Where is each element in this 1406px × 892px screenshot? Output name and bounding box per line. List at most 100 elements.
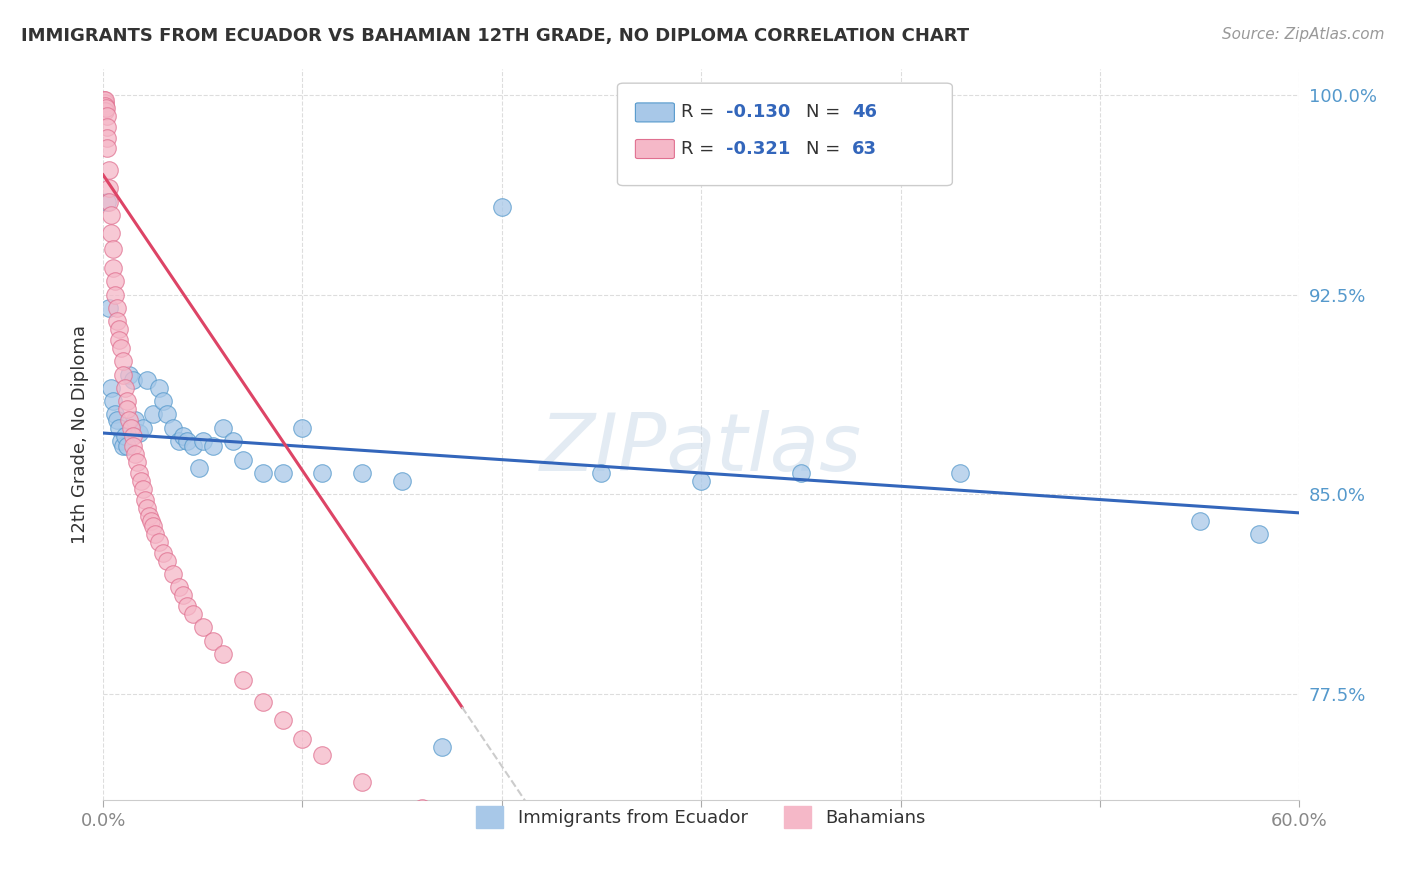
Point xyxy=(118,413,141,427)
Y-axis label: 12th Grade, No Diploma: 12th Grade, No Diploma xyxy=(72,325,89,544)
Point xyxy=(232,452,254,467)
Point xyxy=(252,695,274,709)
Point xyxy=(949,466,972,480)
Point xyxy=(101,394,124,409)
Point xyxy=(94,99,117,113)
Point xyxy=(108,333,131,347)
Point xyxy=(105,301,128,315)
Point xyxy=(172,428,194,442)
Point xyxy=(124,413,146,427)
Point xyxy=(112,439,135,453)
Point xyxy=(122,428,145,442)
Point xyxy=(167,580,190,594)
Point xyxy=(591,466,613,480)
Point xyxy=(122,373,145,387)
Point xyxy=(118,368,141,382)
Point xyxy=(110,434,132,448)
Point xyxy=(430,739,453,754)
Point xyxy=(411,801,433,815)
Point xyxy=(132,482,155,496)
Point xyxy=(122,439,145,453)
Point xyxy=(100,227,122,241)
Point xyxy=(211,647,233,661)
Point xyxy=(96,141,118,155)
Point xyxy=(129,474,152,488)
Point xyxy=(187,460,209,475)
FancyBboxPatch shape xyxy=(636,139,675,159)
Point xyxy=(201,439,224,453)
Point xyxy=(391,474,413,488)
Point xyxy=(156,554,179,568)
Text: Source: ZipAtlas.com: Source: ZipAtlas.com xyxy=(1222,27,1385,42)
Point xyxy=(132,421,155,435)
Point xyxy=(291,421,314,435)
Text: R =: R = xyxy=(681,140,720,158)
Point xyxy=(128,466,150,480)
Point xyxy=(96,194,118,209)
Point xyxy=(114,381,136,395)
Point xyxy=(101,243,124,257)
Point xyxy=(115,439,138,453)
Point xyxy=(232,673,254,688)
Point xyxy=(104,287,127,301)
Point xyxy=(311,747,333,762)
Point xyxy=(201,633,224,648)
Point xyxy=(271,714,294,728)
Text: -0.130: -0.130 xyxy=(727,103,790,121)
Point xyxy=(124,447,146,461)
Point xyxy=(115,402,138,417)
Point xyxy=(128,425,150,440)
Point xyxy=(115,394,138,409)
Point xyxy=(191,620,214,634)
Point xyxy=(108,421,131,435)
Point xyxy=(136,373,159,387)
Point xyxy=(112,354,135,368)
Point xyxy=(790,466,813,480)
Point xyxy=(352,466,374,480)
Legend: Immigrants from Ecuador, Bahamians: Immigrants from Ecuador, Bahamians xyxy=(470,798,934,835)
Point xyxy=(222,434,245,448)
Point xyxy=(138,508,160,523)
Text: ZIPatlas: ZIPatlas xyxy=(540,410,862,488)
Point xyxy=(108,322,131,336)
Point xyxy=(176,599,198,613)
Point xyxy=(93,96,115,111)
Point xyxy=(352,774,374,789)
Point xyxy=(311,466,333,480)
Point xyxy=(94,104,117,119)
Point xyxy=(125,455,148,469)
Point xyxy=(152,394,174,409)
Point xyxy=(104,408,127,422)
Point xyxy=(142,519,165,533)
Point xyxy=(142,408,165,422)
Point xyxy=(105,314,128,328)
Point xyxy=(114,428,136,442)
Point xyxy=(104,274,127,288)
Point xyxy=(1188,514,1211,528)
FancyBboxPatch shape xyxy=(636,103,675,122)
Point xyxy=(94,94,117,108)
Point xyxy=(98,194,121,209)
Point xyxy=(148,381,170,395)
Point xyxy=(134,492,156,507)
Text: R =: R = xyxy=(681,103,720,121)
Point xyxy=(112,368,135,382)
Text: N =: N = xyxy=(807,103,846,121)
Point xyxy=(98,301,121,315)
Point xyxy=(252,466,274,480)
Point xyxy=(690,474,713,488)
Point xyxy=(143,527,166,541)
Point xyxy=(162,421,184,435)
Text: 63: 63 xyxy=(852,140,877,158)
Point xyxy=(172,588,194,602)
Text: N =: N = xyxy=(807,140,846,158)
Point xyxy=(167,434,190,448)
Point xyxy=(191,434,214,448)
Point xyxy=(101,261,124,276)
Point xyxy=(148,535,170,549)
Point xyxy=(211,421,233,435)
Point xyxy=(162,567,184,582)
Text: -0.321: -0.321 xyxy=(727,140,790,158)
Point xyxy=(105,413,128,427)
Point xyxy=(96,120,118,134)
